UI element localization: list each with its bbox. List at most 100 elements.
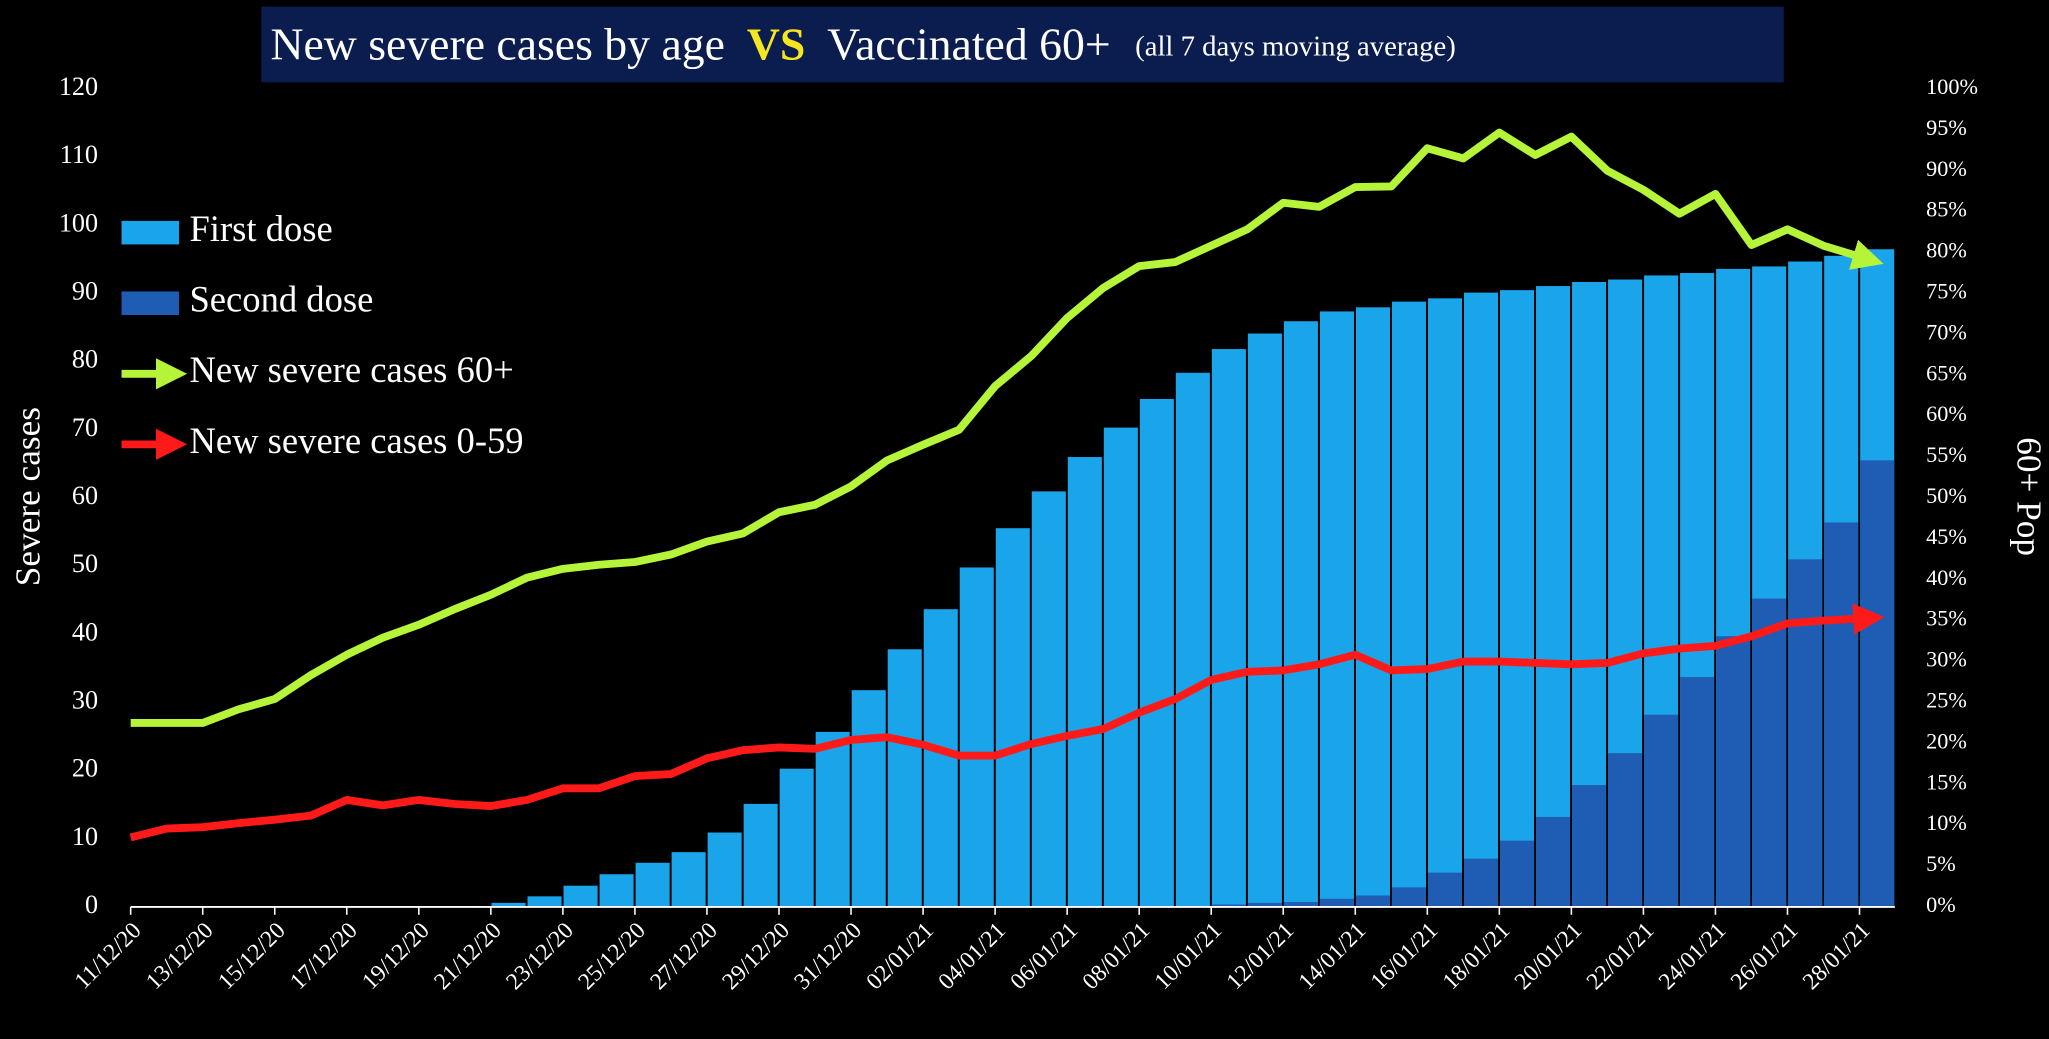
bar	[1103, 427, 1138, 907]
x-tick-label: 23/12/20	[501, 918, 579, 996]
bar	[1391, 301, 1427, 907]
x-tick-label: 20/01/21	[1510, 918, 1588, 996]
x-tick-label: 26/01/21	[1726, 918, 1804, 996]
y-tick-label: 30	[72, 685, 98, 714]
bar	[1031, 491, 1066, 907]
bar	[491, 902, 526, 907]
bar	[1247, 333, 1282, 907]
bars	[491, 249, 1895, 907]
y-tick-label: 10	[72, 822, 98, 851]
x-tick-label: 14/01/21	[1294, 918, 1372, 996]
y2-tick-label: 5%	[1926, 851, 1956, 876]
y2-tick-label: 35%	[1926, 606, 1967, 631]
y-tick-label: 80	[72, 345, 98, 374]
bar	[707, 832, 742, 907]
bar	[1211, 349, 1246, 907]
bar	[1247, 902, 1282, 907]
y2-tick-label: 75%	[1926, 279, 1967, 304]
x-tick-label: 06/01/21	[1006, 918, 1084, 996]
x-tick-label: 28/01/21	[1798, 918, 1876, 996]
y2-tick-label: 60%	[1926, 401, 1967, 426]
title-box	[261, 6, 1784, 83]
title-part: New severe cases by age	[270, 18, 724, 69]
y-tick-label: 0	[85, 890, 98, 919]
bar	[743, 803, 778, 907]
legend-label: First dose	[189, 208, 332, 249]
y2-tick-label: 90%	[1926, 156, 1967, 181]
bar	[1752, 598, 1787, 907]
y2-axis-label: 60+ Pop	[2009, 437, 2048, 556]
x-tick-label: 13/12/20	[141, 918, 219, 996]
bar	[1427, 298, 1463, 907]
bar	[1355, 307, 1390, 907]
bar	[1644, 714, 1679, 907]
y2-tick-label: 100%	[1926, 74, 1978, 99]
bar	[1283, 902, 1318, 907]
x-tick-label: 17/12/20	[285, 918, 363, 996]
x-tick-label: 29/12/20	[717, 918, 795, 996]
y2-tick-label: 55%	[1926, 442, 1967, 467]
x-tick-label: 18/01/21	[1438, 918, 1516, 996]
bar	[1536, 816, 1571, 907]
legend-label: Second dose	[189, 279, 373, 320]
y-tick-label: 70	[72, 413, 98, 442]
x-tick-label: 15/12/20	[213, 918, 291, 996]
title-note: (all 7 days moving average)	[1135, 30, 1456, 62]
y2-tick-label: 70%	[1926, 319, 1967, 344]
x-tick-label: 12/01/21	[1222, 918, 1300, 996]
x-tick-label: 02/01/21	[861, 918, 939, 996]
x-tick-label: 16/01/21	[1366, 918, 1444, 996]
bar	[1860, 460, 1895, 907]
legend-swatch	[121, 291, 180, 315]
y-axis-label: Severe cases	[8, 407, 47, 586]
y2-tick-label: 85%	[1926, 197, 1967, 222]
y-tick-label: 40	[72, 617, 98, 646]
x-tick-label: 31/12/20	[789, 918, 867, 996]
y2-tick-label: 30%	[1926, 647, 1967, 672]
x-tick-label: 04/01/21	[933, 918, 1011, 996]
y2-tick-label: 20%	[1926, 728, 1967, 753]
bar	[527, 896, 562, 907]
lines	[129, 128, 1885, 842]
bar	[779, 768, 814, 907]
bar	[1319, 311, 1354, 907]
bar	[1572, 785, 1607, 907]
y-tick-label: 110	[60, 140, 98, 169]
title-vs: VS	[747, 18, 805, 69]
bar	[815, 731, 850, 907]
bar	[1427, 872, 1463, 907]
bar	[1788, 559, 1823, 907]
x-tick-label: 10/01/21	[1150, 918, 1228, 996]
x-tick-label: 19/12/20	[357, 918, 435, 996]
y2-tick-label: 25%	[1926, 688, 1967, 713]
bar	[1536, 286, 1571, 907]
bar	[1175, 372, 1210, 907]
bar	[1283, 321, 1318, 907]
bar	[995, 528, 1030, 907]
y-tick-label: 50	[72, 549, 98, 578]
bar	[1499, 840, 1535, 907]
bar	[1608, 753, 1643, 907]
bar	[1139, 398, 1174, 907]
chart-title: New severe cases by age VS Vaccinated 60…	[270, 18, 1455, 69]
line	[129, 603, 1885, 842]
legend-label: New severe cases 60+	[189, 349, 513, 390]
y-tick-label: 60	[72, 481, 98, 510]
y2-tick-label: 10%	[1926, 810, 1967, 835]
bar	[1319, 898, 1354, 907]
bar	[1211, 904, 1246, 907]
bar	[1067, 457, 1102, 907]
bar	[599, 874, 634, 907]
bar	[851, 690, 886, 907]
bar	[1680, 677, 1715, 907]
y2-tick-label: 40%	[1926, 565, 1967, 590]
y2-tick-label: 95%	[1926, 115, 1967, 140]
bar	[671, 852, 706, 907]
x-tick-label: 24/01/21	[1654, 918, 1732, 996]
bar	[1463, 858, 1499, 907]
y-tick-label: 20	[72, 754, 98, 783]
y-tick-label: 120	[59, 72, 98, 101]
bar	[959, 567, 994, 907]
x-tick-label: 11/12/20	[70, 918, 147, 995]
